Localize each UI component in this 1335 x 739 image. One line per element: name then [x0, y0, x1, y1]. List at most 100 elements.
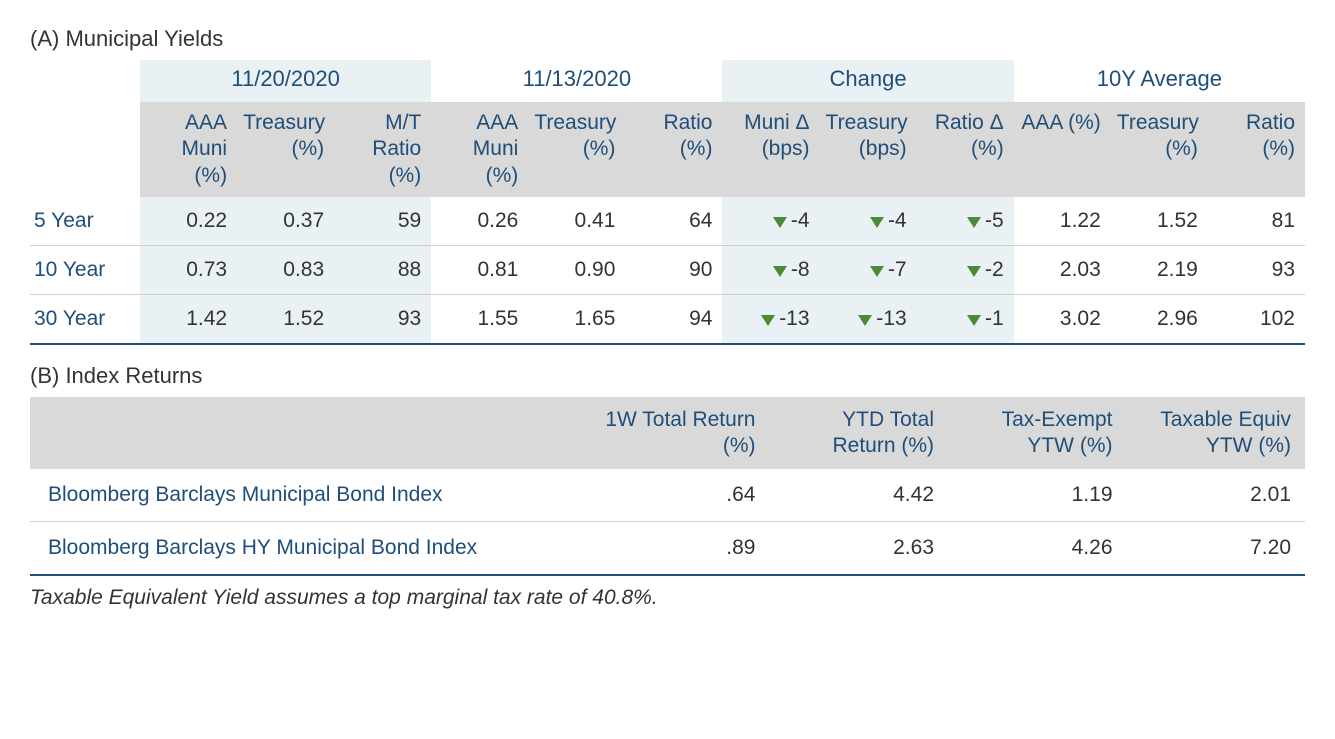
- triangle-down-icon: [773, 217, 787, 228]
- table-b-cell: 7.20: [1127, 522, 1306, 576]
- table-a-col-header-row: AAA Muni (%)Treasury (%)M/T Ratio (%)AAA…: [30, 102, 1305, 197]
- table-a-cell: -2: [917, 245, 1014, 294]
- table-a-cell: 2.03: [1014, 245, 1111, 294]
- table-a-row-label: 30 Year: [30, 294, 140, 344]
- triangle-down-icon: [967, 217, 981, 228]
- table-b-cell: .64: [591, 469, 770, 522]
- table-a-cell: -4: [722, 197, 819, 246]
- table-a-cell: 3.02: [1014, 294, 1111, 344]
- table-b-body: Bloomberg Barclays Municipal Bond Index.…: [30, 469, 1305, 575]
- table-a-cell: -4: [820, 197, 917, 246]
- table-a-col-header: AAA (%): [1014, 102, 1111, 197]
- table-row: 5 Year0.220.37590.260.4164-4-4-51.221.52…: [30, 197, 1305, 246]
- table-a-cell: 1.42: [140, 294, 237, 344]
- section-b-title: (B) Index Returns: [30, 363, 1305, 389]
- table-a-row-label: 10 Year: [30, 245, 140, 294]
- table-a-body: 5 Year0.220.37590.260.4164-4-4-51.221.52…: [30, 197, 1305, 344]
- triangle-down-icon: [773, 266, 787, 277]
- table-a-cell: 2.96: [1111, 294, 1208, 344]
- table-a-cell: 64: [625, 197, 722, 246]
- table-a-cell: 0.73: [140, 245, 237, 294]
- index-returns-table: 1W Total Return (%)YTD Total Return (%)T…: [30, 397, 1305, 577]
- table-a-cell: 81: [1208, 197, 1305, 246]
- triangle-down-icon: [870, 217, 884, 228]
- delta-value: -2: [985, 258, 1004, 281]
- table-a-group-header: 11/13/2020: [431, 60, 722, 102]
- table-a-group-header: 11/20/2020: [140, 60, 431, 102]
- table-a-cell: 59: [334, 197, 431, 246]
- table-a-cell: -13: [722, 294, 819, 344]
- table-a-cell: -5: [917, 197, 1014, 246]
- table-b-cell: 4.42: [770, 469, 949, 522]
- table-a-rowhead-blank: [30, 102, 140, 197]
- table-a-col-header: Treasury (bps): [820, 102, 917, 197]
- table-a-col-header: Ratio (%): [625, 102, 722, 197]
- table-row: 30 Year1.421.52931.551.6594 -13 -13 -1 3.022…: [30, 294, 1305, 344]
- table-a-cell: 0.22: [140, 197, 237, 246]
- table-a-col-header: Treasury (%): [237, 102, 334, 197]
- table-a-cell: 88: [334, 245, 431, 294]
- table-a-col-header: M/T Ratio (%): [334, 102, 431, 197]
- table-b-cell: 2.63: [770, 522, 949, 576]
- table-a-cell: 93: [334, 294, 431, 344]
- table-a-col-header: Treasury (%): [1111, 102, 1208, 197]
- table-row: 10 Year0.730.83880.810.9090 -8 -7 -2 2.032.1…: [30, 245, 1305, 294]
- table-a-cell: 90: [625, 245, 722, 294]
- table-b-col-header: Tax-Exempt YTW (%): [948, 397, 1127, 470]
- table-a-corner: [30, 60, 140, 102]
- table-b-header-row: 1W Total Return (%)YTD Total Return (%)T…: [30, 397, 1305, 470]
- delta-value: -13: [876, 307, 906, 330]
- table-b-cell: .89: [591, 522, 770, 576]
- table-a-col-header: Ratio (%): [1208, 102, 1305, 197]
- table-a-cell: 1.65: [528, 294, 625, 344]
- delta-value: -4: [888, 209, 907, 232]
- delta-value: -1: [985, 307, 1004, 330]
- table-row: Bloomberg Barclays Municipal Bond Index.…: [30, 469, 1305, 522]
- municipal-yields-table: 11/20/202011/13/2020Change10Y Average AA…: [30, 60, 1305, 345]
- table-b-col-header: Taxable Equiv YTW (%): [1127, 397, 1306, 470]
- triangle-down-icon: [870, 266, 884, 277]
- table-b-col-header: YTD Total Return (%): [770, 397, 949, 470]
- delta-value: -13: [779, 307, 809, 330]
- table-b-cell: 4.26: [948, 522, 1127, 576]
- table-a-cell: 0.90: [528, 245, 625, 294]
- table-a-col-header: Treasury (%): [528, 102, 625, 197]
- table-b-col-header: 1W Total Return (%): [591, 397, 770, 470]
- table-a-cell: -8: [722, 245, 819, 294]
- delta-value: -7: [888, 258, 907, 281]
- delta-value: -8: [791, 258, 810, 281]
- triangle-down-icon: [858, 315, 872, 326]
- table-a-cell: 0.37: [237, 197, 334, 246]
- table-a-cell: 1.55: [431, 294, 528, 344]
- table-a-group-header: Change: [722, 60, 1013, 102]
- table-a-group-header-row: 11/20/202011/13/2020Change10Y Average: [30, 60, 1305, 102]
- table-a-cell: 1.52: [1111, 197, 1208, 246]
- triangle-down-icon: [967, 266, 981, 277]
- table-b-row-label: Bloomberg Barclays Municipal Bond Index: [30, 469, 591, 522]
- table-a-cell: 0.81: [431, 245, 528, 294]
- delta-value: -4: [791, 209, 810, 232]
- table-a-cell: 0.83: [237, 245, 334, 294]
- table-b-rowhead-blank: [30, 397, 591, 470]
- table-a-col-header: AAA Muni (%): [140, 102, 237, 197]
- table-b-cell: 2.01: [1127, 469, 1306, 522]
- table-a-cell: 1.22: [1014, 197, 1111, 246]
- table-a-group-header: 10Y Average: [1014, 60, 1305, 102]
- section-a-title: (A) Municipal Yields: [30, 26, 1305, 52]
- table-a-cell: 102: [1208, 294, 1305, 344]
- table-row: Bloomberg Barclays HY Municipal Bond Ind…: [30, 522, 1305, 576]
- table-a-col-header: Muni Δ (bps): [722, 102, 819, 197]
- triangle-down-icon: [967, 315, 981, 326]
- table-a-cell: 94: [625, 294, 722, 344]
- table-a-col-header: AAA Muni (%): [431, 102, 528, 197]
- triangle-down-icon: [761, 315, 775, 326]
- table-a-col-header: Ratio Δ (%): [917, 102, 1014, 197]
- table-b-row-label: Bloomberg Barclays HY Municipal Bond Ind…: [30, 522, 591, 576]
- table-a-cell: 1.52: [237, 294, 334, 344]
- table-a-cell: 93: [1208, 245, 1305, 294]
- table-a-cell: -1: [917, 294, 1014, 344]
- table-a-cell: -7: [820, 245, 917, 294]
- table-a-cell: 2.19: [1111, 245, 1208, 294]
- table-b-cell: 1.19: [948, 469, 1127, 522]
- table-a-cell: -13: [820, 294, 917, 344]
